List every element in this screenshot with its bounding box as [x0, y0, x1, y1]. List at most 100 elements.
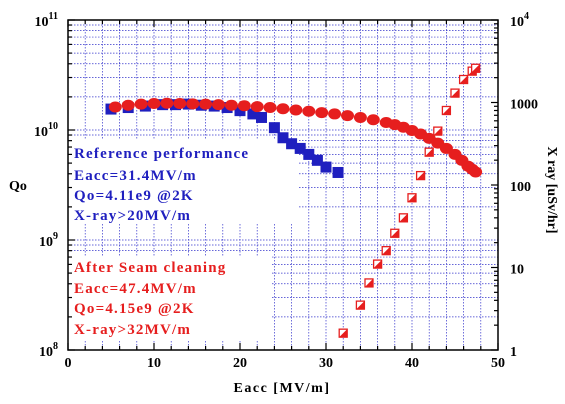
qo-point-seam	[108, 101, 122, 113]
y2-tick-label: 1	[510, 345, 517, 360]
reference-annotation: Reference performance Eacc=31.4MV/m Qo=4…	[74, 146, 249, 224]
x-tick-label: 0	[65, 356, 72, 371]
reference-annotation-box	[72, 140, 298, 224]
qo-point-seam	[147, 98, 161, 110]
xray-point	[390, 228, 400, 238]
qo-point-reference	[303, 148, 315, 160]
ticks	[67, 19, 499, 351]
qo-point-seam	[134, 98, 148, 110]
qo-point-seam	[199, 98, 213, 110]
xray-point-fill	[365, 278, 373, 287]
qo-point-reference	[256, 111, 267, 123]
xray-point	[415, 170, 426, 181]
xray-point	[424, 147, 434, 157]
qo-point-seam	[160, 97, 174, 109]
xray-point-fill	[459, 75, 468, 84]
x-tick-label: 10	[147, 356, 161, 371]
xray-point	[407, 193, 417, 203]
xray-point	[450, 88, 460, 98]
xray-point	[470, 63, 481, 73]
y2-tick-labels: 1 10 100 1000 104	[510, 11, 538, 360]
data-points	[105, 63, 483, 338]
series-1	[108, 97, 483, 178]
qo-point-reference	[247, 108, 259, 120]
y-tick-label: 1011	[35, 11, 58, 30]
qo-point-reference	[234, 105, 246, 117]
qo-point-seam	[469, 166, 483, 178]
seam-line-1: After Seam cleaning	[74, 260, 227, 276]
series-2	[338, 63, 481, 338]
qo-point-seam	[366, 114, 380, 126]
xray-point	[458, 74, 469, 85]
xray-point-fill	[471, 64, 480, 73]
xray-point	[355, 300, 366, 310]
xray-point	[441, 105, 452, 116]
xray-point-fill	[339, 329, 348, 338]
reference-line-2: Eacc=31.4MV/m	[74, 168, 197, 184]
reference-line-4: X-ray>20MV/m	[74, 208, 191, 224]
x-tick-label: 50	[491, 356, 505, 371]
y2-tick-label: 100	[510, 180, 531, 195]
xray-point-fill	[442, 106, 451, 115]
reference-line-1: Reference performance	[74, 146, 249, 162]
y-tick-label: 109	[39, 231, 58, 250]
qo-point-seam	[353, 111, 367, 123]
qo-point-reference	[311, 154, 323, 166]
seam-annotation: After Seam cleaning Eacc=47.4MV/m Qo=4.1…	[74, 260, 227, 338]
x-tick-label: 30	[319, 356, 333, 371]
qo-point-seam	[173, 98, 187, 110]
xray-point-fill	[451, 89, 459, 98]
qo-point-reference	[286, 138, 298, 150]
reference-line-3: Qo=4.11e9 @2K	[74, 188, 194, 204]
qo-point-seam	[341, 110, 354, 122]
x-axis-label: Eacc [MV/m]	[234, 381, 331, 396]
qo-point-seam	[186, 98, 200, 110]
qo-point-reference	[294, 142, 306, 154]
xray-point-fill	[425, 148, 434, 157]
xray-point-fill	[433, 127, 442, 136]
seam-line-2: Eacc=47.4MV/m	[74, 281, 197, 297]
seam-annotation-box	[72, 256, 272, 340]
xray-point-fill	[382, 246, 391, 255]
xray-point	[381, 246, 391, 256]
qo-point-seam	[439, 142, 453, 154]
qo-point-seam	[289, 104, 303, 116]
x-tick-labels: 0 10 20 30 40 50	[65, 356, 506, 371]
y2-axis-label: X ray [uSv/hr]	[544, 146, 559, 233]
y2-tick-label: 1000	[510, 98, 538, 113]
qo-point-seam	[302, 105, 316, 117]
xray-point	[398, 213, 409, 223]
xray-point-fill	[408, 193, 416, 202]
qo-point-seam	[237, 100, 251, 112]
xray-point	[372, 259, 383, 269]
seam-line-3: Qo=4.15e9 @2K	[74, 301, 195, 317]
qo-point-seam	[224, 99, 238, 111]
y-tick-label: 108	[39, 341, 58, 360]
xray-point-fill	[373, 260, 382, 269]
qo-point-seam	[121, 99, 135, 111]
x-tick-label: 40	[405, 356, 419, 371]
x-tick-label: 20	[233, 356, 247, 371]
qo-point-seam	[315, 107, 329, 119]
xray-point-fill	[399, 213, 408, 222]
qo-point-seam	[212, 99, 225, 111]
y-tick-labels: 108 109 1010 1011	[34, 11, 58, 360]
qo-point-seam	[276, 103, 290, 115]
qo-point-seam	[328, 108, 342, 120]
qo-point-seam	[263, 102, 277, 114]
y-tick-label: 1010	[34, 121, 58, 140]
xray-point	[338, 328, 348, 338]
xray-point-fill	[356, 301, 365, 310]
qo-point-reference	[332, 166, 344, 178]
qo-point-reference	[268, 122, 280, 134]
xray-point	[364, 278, 374, 288]
qo-point-reference	[320, 161, 332, 173]
xray-point-fill	[416, 171, 425, 180]
seam-line-4: X-ray>32MV/m	[74, 322, 191, 338]
qo-point-seam	[250, 101, 264, 113]
y2-tick-label: 10	[510, 263, 524, 278]
y-axis-label: Qo	[9, 179, 27, 194]
qo-point-reference	[277, 132, 289, 144]
xray-point	[433, 126, 443, 136]
